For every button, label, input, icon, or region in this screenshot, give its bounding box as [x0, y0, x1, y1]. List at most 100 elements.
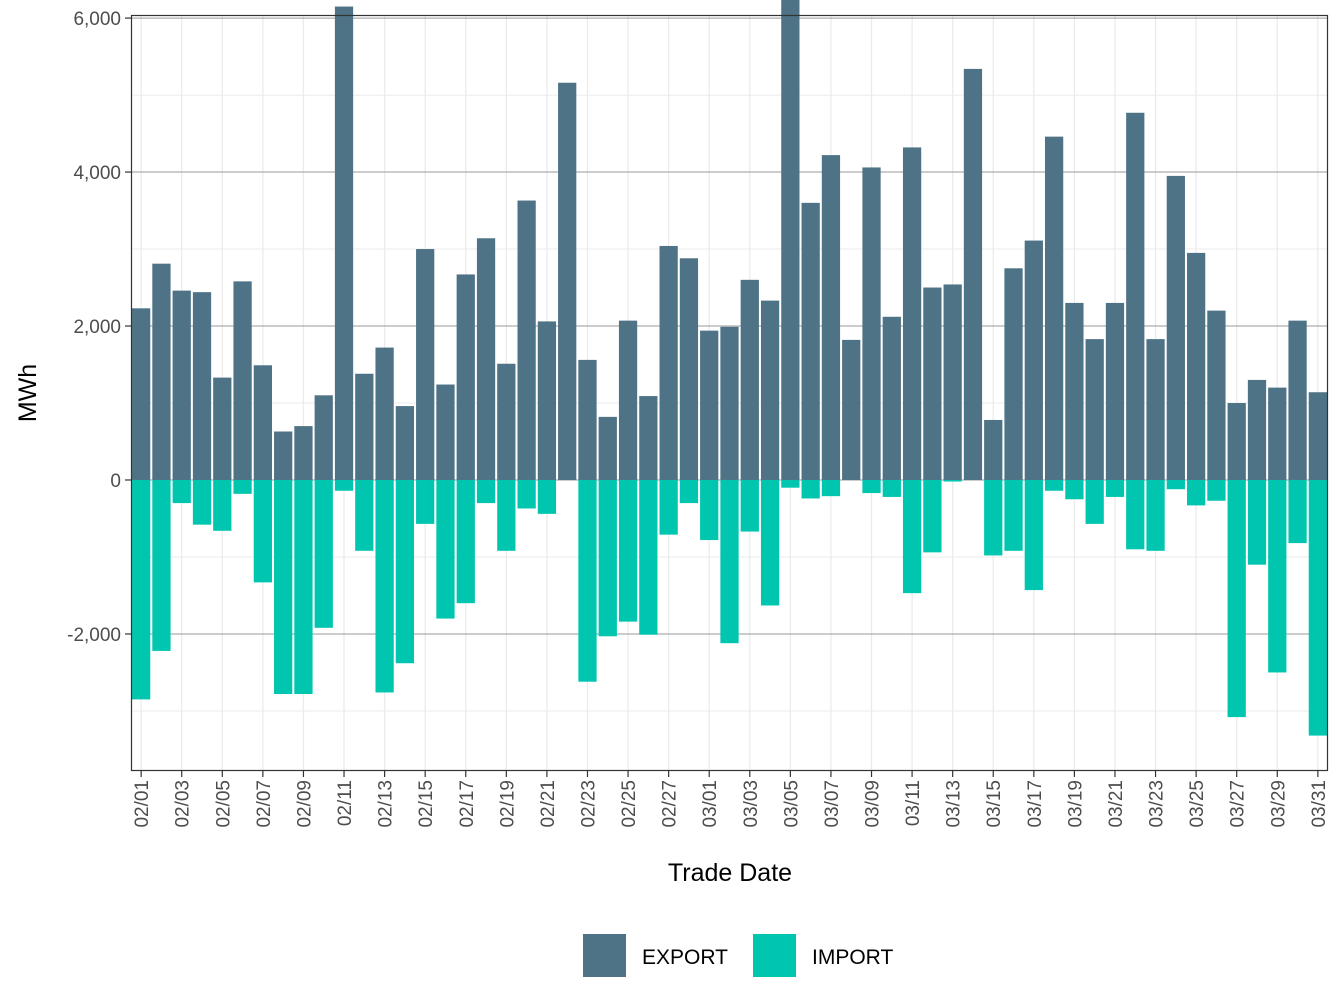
- bar-import: [1268, 479, 1287, 673]
- bar-import: [720, 479, 739, 644]
- bar-export: [923, 287, 942, 480]
- x-tick-label: 02/13: [376, 780, 397, 828]
- bar-import: [1004, 479, 1023, 551]
- bar-export: [192, 292, 212, 480]
- x-tick-label: 03/13: [944, 780, 965, 828]
- x-tick-label: 03/31: [1309, 780, 1330, 828]
- bar-import: [192, 479, 212, 525]
- bar-export: [436, 384, 455, 480]
- bar-import: [152, 479, 171, 651]
- bar-export: [294, 426, 313, 480]
- bar-export: [740, 279, 759, 480]
- bar-export: [1207, 310, 1226, 480]
- bar-export: [781, 0, 800, 480]
- x-tick-label: 02/07: [254, 780, 275, 828]
- bar-export: [760, 300, 780, 480]
- bar-export: [172, 290, 191, 480]
- bar-import: [537, 479, 557, 514]
- bar-import: [132, 479, 151, 700]
- bar-import: [1065, 479, 1084, 500]
- bar-export: [375, 347, 394, 480]
- bar-export: [456, 274, 475, 480]
- bar-import: [476, 479, 496, 504]
- bar-import: [984, 479, 1003, 556]
- bar-export: [1308, 392, 1327, 480]
- x-tick-label: 02/01: [132, 780, 153, 828]
- bar-import: [416, 479, 435, 524]
- legend-swatch-import: [753, 934, 796, 977]
- bar-export: [700, 330, 719, 480]
- bar-export: [862, 167, 881, 480]
- bar-export: [314, 395, 333, 480]
- bar-export: [537, 321, 557, 480]
- bar-export: [1004, 268, 1023, 480]
- bars: [132, 0, 1327, 736]
- bar-export: [1247, 379, 1267, 480]
- bar-import: [700, 479, 719, 541]
- bar-import: [253, 479, 273, 583]
- bar-import: [1247, 479, 1267, 565]
- bar-import: [882, 479, 901, 497]
- y-axis-title: MWh: [14, 364, 42, 422]
- x-tick-label: 02/11: [335, 780, 356, 826]
- x-tick-label: 03/03: [741, 780, 762, 828]
- bar-import: [314, 479, 333, 628]
- bar-export: [1166, 175, 1185, 480]
- bar-export: [720, 326, 739, 480]
- bar-export: [253, 365, 273, 480]
- bar-export: [517, 200, 536, 480]
- bar-export: [1105, 302, 1125, 480]
- bar-import: [172, 479, 191, 504]
- x-tick-label: 02/03: [173, 780, 194, 828]
- bar-export: [395, 406, 415, 480]
- bar-export: [1186, 252, 1206, 480]
- bar-import: [598, 479, 617, 637]
- x-tick-label: 02/09: [294, 780, 315, 828]
- bar-export: [1126, 112, 1145, 480]
- bar-export: [416, 249, 435, 480]
- bar-import: [1126, 479, 1145, 550]
- bar-export: [882, 316, 901, 480]
- bar-import: [334, 479, 354, 491]
- bar-export: [1227, 403, 1246, 480]
- bar-export: [497, 363, 516, 480]
- bar-export: [334, 6, 354, 480]
- bar-import: [233, 479, 252, 494]
- x-tick-label: 02/25: [619, 780, 640, 828]
- x-tick-label: 03/29: [1268, 780, 1289, 828]
- x-tick-label: 03/05: [781, 780, 802, 828]
- x-axis: 02/01 02/03 02/05 02/07 02/09 02/11 02/13 02/15…: [132, 771, 1330, 828]
- bar-import: [1288, 479, 1307, 544]
- bar-export: [1065, 302, 1084, 480]
- plot-border: [130, 14, 1329, 772]
- x-tick-label: 03/19: [1065, 780, 1086, 828]
- bar-import: [1024, 479, 1043, 591]
- bar-export: [618, 320, 638, 480]
- bar-export: [984, 419, 1003, 480]
- bar-import: [923, 479, 942, 553]
- bar-import: [821, 479, 841, 497]
- bar-import: [274, 479, 293, 695]
- bar-import: [679, 479, 699, 504]
- bar-export: [152, 263, 171, 480]
- x-axis-title: Trade Date: [668, 859, 792, 887]
- bar-import: [1207, 479, 1226, 501]
- bar-import: [1105, 479, 1125, 497]
- bar-import: [902, 479, 922, 594]
- bar-export: [233, 281, 252, 480]
- x-tick-label: 03/15: [984, 780, 1005, 828]
- bar-import: [578, 479, 597, 682]
- x-tick-label: 02/19: [497, 780, 518, 828]
- bar-import: [760, 479, 780, 606]
- bar-export: [902, 147, 922, 480]
- bar-import: [659, 479, 678, 535]
- bar-import: [1227, 479, 1246, 718]
- y-axis: -2,000 0 2,000 4,000 6,000: [67, 9, 131, 646]
- bar-import: [1085, 479, 1104, 524]
- x-tick-label: 03/23: [1147, 780, 1168, 828]
- bar-export: [659, 245, 678, 480]
- x-tick-label: 02/17: [457, 780, 478, 828]
- bar-import: [1308, 479, 1327, 736]
- x-tick-label: 03/17: [1025, 780, 1046, 828]
- bar-import: [1044, 479, 1064, 491]
